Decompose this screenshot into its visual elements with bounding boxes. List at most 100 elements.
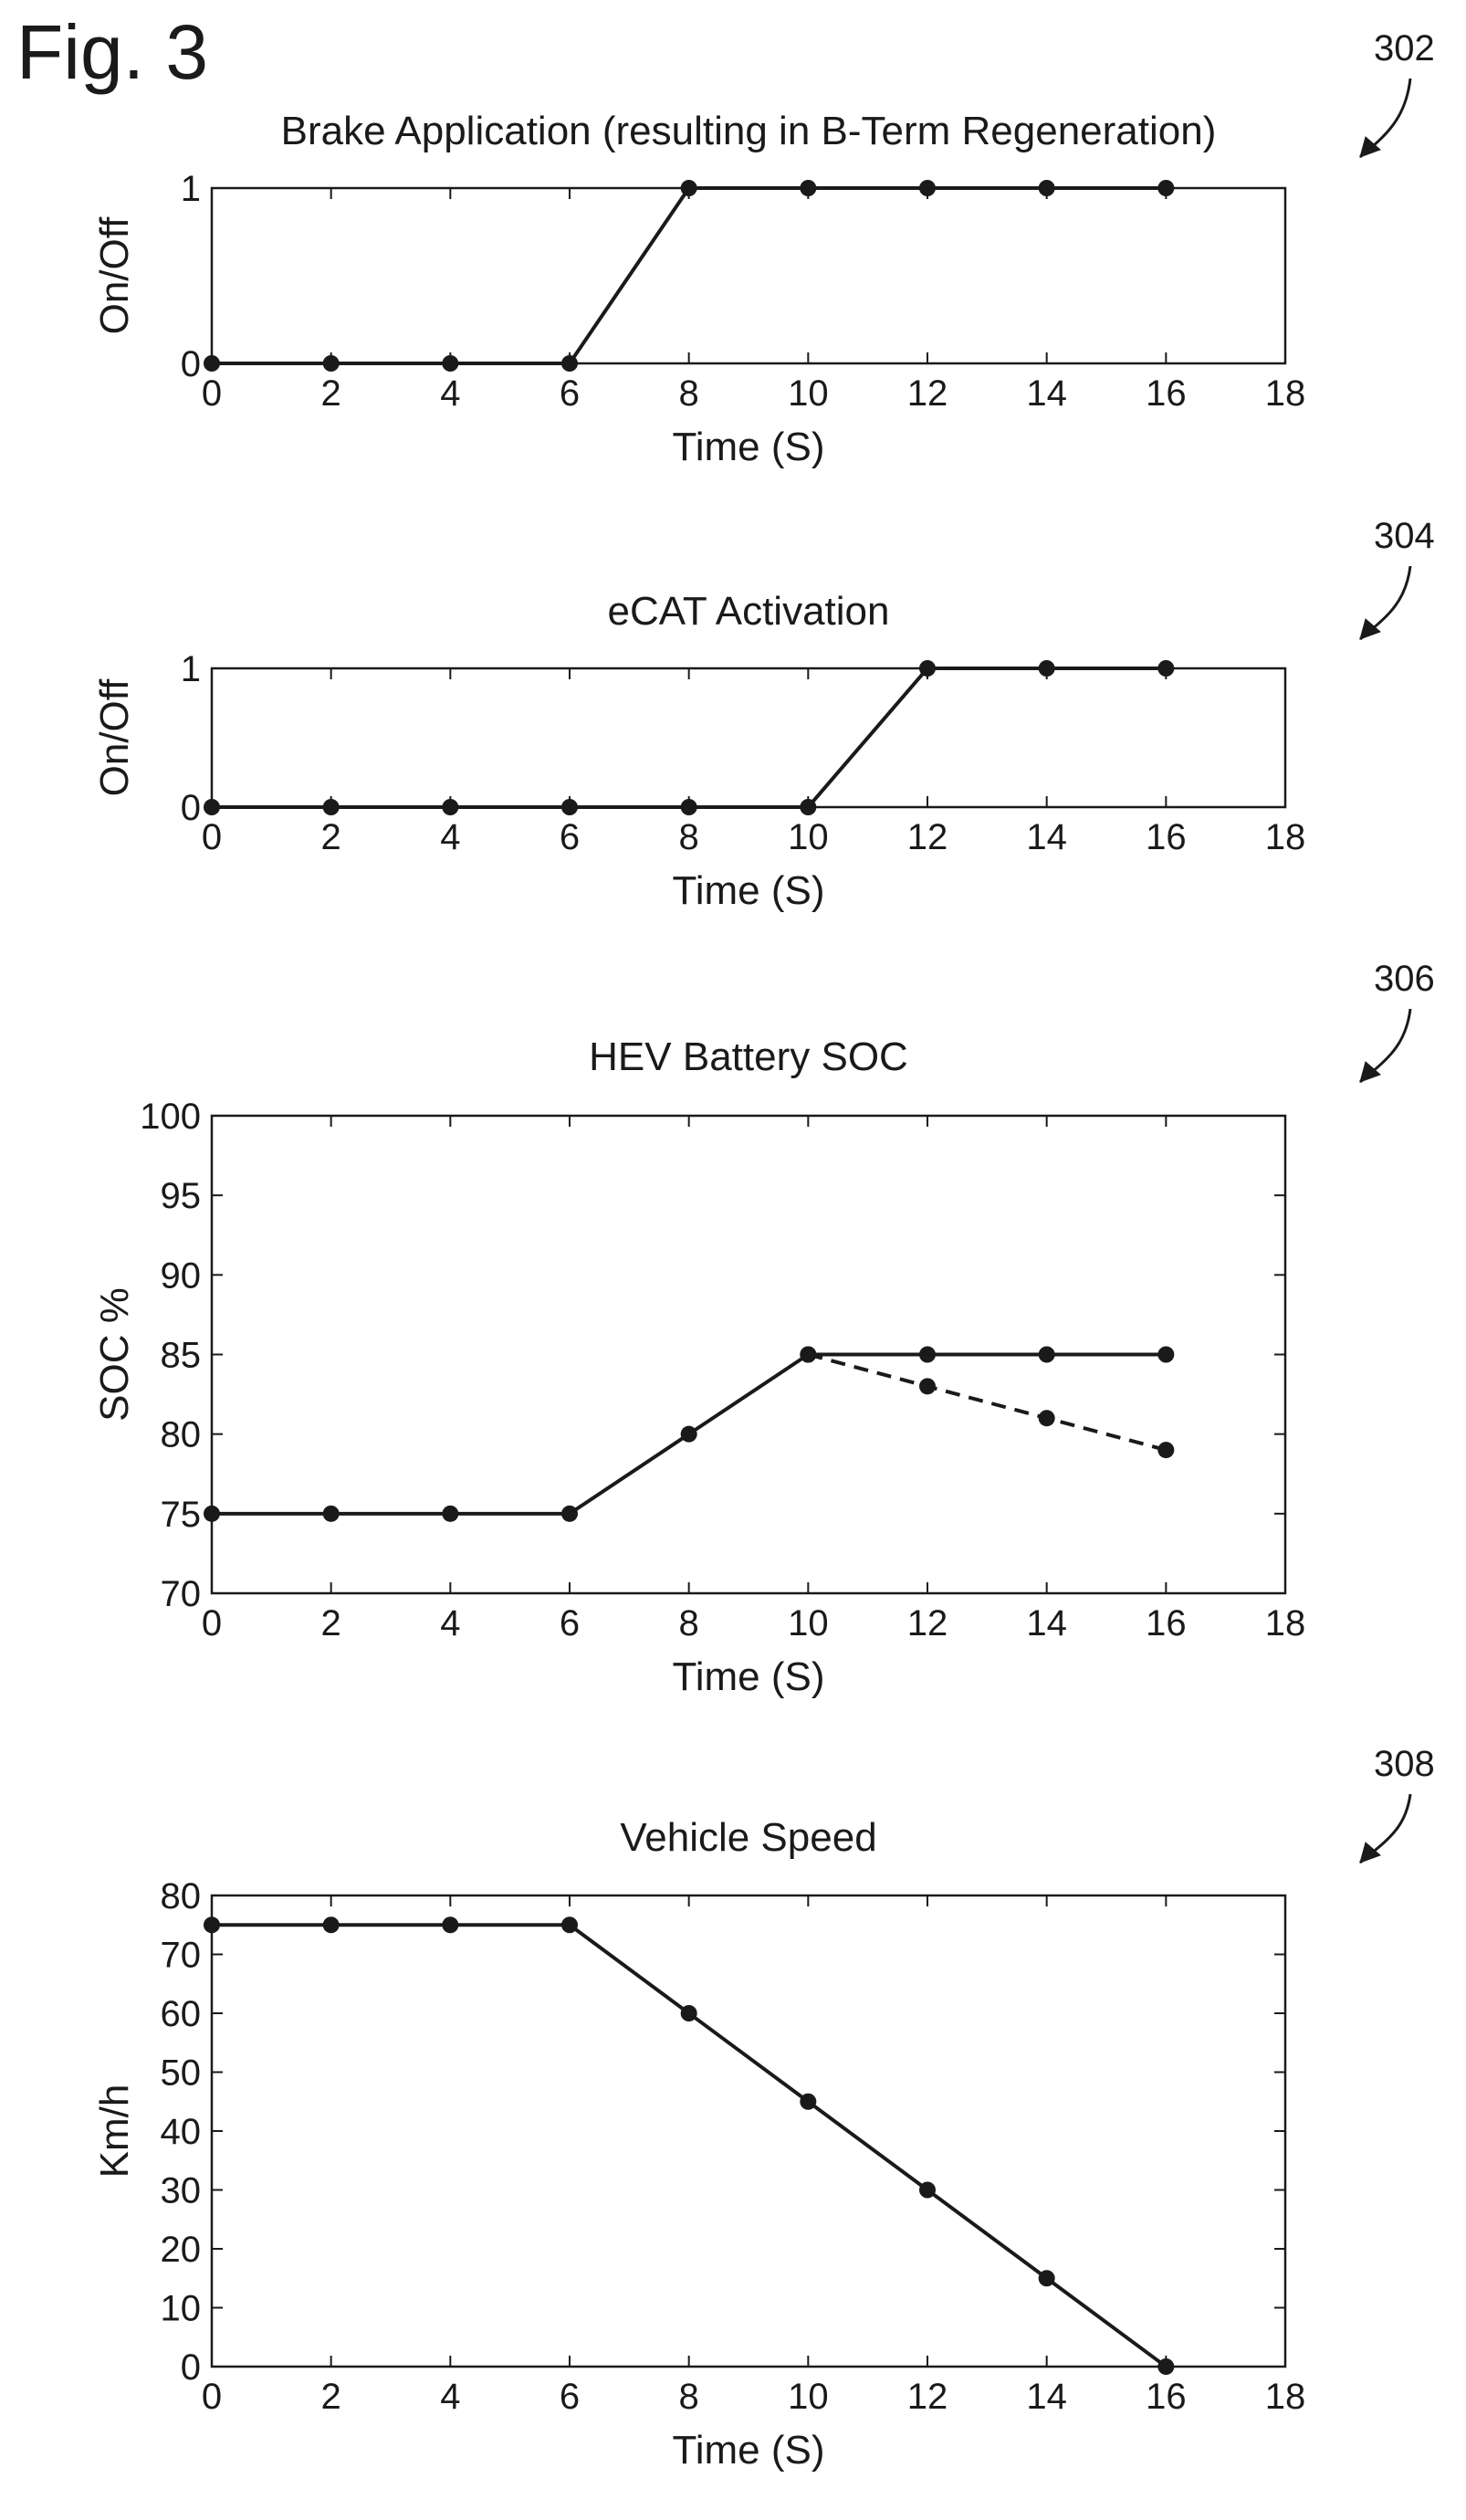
data-point — [204, 799, 220, 815]
x-tick-label: 12 — [907, 817, 948, 857]
reference-numeral: 308 — [1374, 1744, 1435, 1784]
x-tick-label: 16 — [1146, 2377, 1187, 2417]
leader-arrow-head — [1359, 618, 1381, 640]
y-tick-label: 30 — [161, 2171, 202, 2211]
data-point — [322, 1916, 340, 1934]
x-tick-label: 8 — [679, 2377, 699, 2417]
data-point — [800, 2093, 817, 2110]
data-point — [1157, 1442, 1175, 1459]
data-point — [561, 355, 578, 372]
leader-arrow-head — [1359, 1842, 1381, 1864]
y-axis-label: SOC % — [92, 1287, 137, 1422]
chart-title: eCAT Activation — [608, 589, 890, 634]
x-tick-label: 4 — [440, 373, 460, 414]
x-tick-label: 2 — [321, 817, 341, 857]
x-tick-label: 6 — [560, 1603, 580, 1643]
data-point — [322, 355, 340, 372]
chart-306: 306 HEV Battery SOC 0 2 4 6 8 10 12 14 16 18 70 75 80 8… — [92, 959, 1435, 1699]
data-point — [919, 2181, 936, 2199]
y-tick-label: 10 — [161, 2289, 202, 2329]
x-tick-label: 14 — [1026, 817, 1067, 857]
x-tick-label: 10 — [788, 2377, 829, 2417]
data-point — [1038, 180, 1055, 196]
data-point — [561, 1916, 578, 1934]
data-point — [1038, 1410, 1055, 1427]
x-tick-label: 4 — [440, 2377, 460, 2417]
x-tick-label: 10 — [788, 1603, 829, 1643]
chart-title: HEV Battery SOC — [589, 1034, 908, 1079]
y-tick-label: 70 — [161, 1936, 202, 1976]
data-point — [680, 799, 697, 815]
x-tick-label: 2 — [321, 1603, 341, 1643]
x-tick-label: 0 — [202, 817, 222, 857]
data-point — [561, 1505, 578, 1522]
data-point — [800, 799, 817, 815]
y-tick-label: 0 — [181, 788, 201, 828]
data-point — [1038, 660, 1055, 677]
data-point — [919, 180, 936, 196]
y-axis-label: On/Off — [92, 216, 137, 335]
data-point — [1157, 1346, 1175, 1363]
data-point — [1157, 660, 1175, 677]
x-tick-label: 12 — [907, 1603, 948, 1643]
data-point — [800, 1346, 817, 1363]
x-tick-label: 8 — [679, 817, 699, 857]
y-tick-label: 40 — [161, 2112, 202, 2152]
x-tick-label: 8 — [679, 1603, 699, 1643]
data-point — [442, 799, 459, 815]
x-axis-label: Time (S) — [672, 868, 824, 913]
data-point — [204, 355, 220, 372]
x-tick-label: 6 — [560, 2377, 580, 2417]
reference-numeral: 302 — [1374, 28, 1435, 68]
chart-304: 304 eCAT Activation 0 2 4 6 8 10 12 14 16 18 0 1 Time … — [92, 516, 1435, 913]
series-line-solid — [212, 1923, 1168, 2368]
leader-arrow-head — [1359, 1061, 1381, 1083]
data-point — [561, 799, 578, 815]
figure-label: Fig. 3 — [16, 9, 208, 95]
x-tick-label: 18 — [1265, 373, 1306, 414]
series-line-dashed — [807, 1352, 1167, 1453]
y-tick-label: 80 — [161, 1415, 202, 1455]
x-tick-label: 2 — [321, 2377, 341, 2417]
data-point — [322, 799, 340, 815]
data-point — [204, 1916, 220, 1934]
y-tick-label: 0 — [181, 2347, 201, 2388]
data-point — [919, 660, 936, 677]
x-tick-label: 6 — [560, 373, 580, 414]
chart-title: Vehicle Speed — [620, 1815, 876, 1860]
x-tick-label: 10 — [788, 373, 829, 414]
data-point — [800, 180, 817, 196]
x-tick-label: 6 — [560, 817, 580, 857]
x-tick-label: 4 — [440, 1603, 460, 1643]
x-tick-label: 4 — [440, 817, 460, 857]
reference-numeral: 306 — [1374, 959, 1435, 999]
data-point — [680, 180, 697, 196]
reference-numeral: 304 — [1374, 516, 1435, 556]
x-axis-label: Time (S) — [672, 2428, 824, 2473]
x-tick-label: 0 — [202, 1603, 222, 1643]
y-tick-label: 95 — [161, 1176, 202, 1216]
data-point — [1038, 1346, 1055, 1363]
y-axis-label: Km/h — [92, 2084, 137, 2179]
y-tick-label: 60 — [161, 1994, 202, 2034]
x-tick-label: 14 — [1026, 373, 1067, 414]
data-point — [919, 1346, 936, 1363]
x-tick-label: 18 — [1265, 817, 1306, 857]
plot-frame — [210, 186, 1287, 365]
chart-302: 302 Brake Application (resulting in B-Ter… — [92, 28, 1435, 469]
x-tick-label: 8 — [679, 373, 699, 414]
x-tick-label: 0 — [202, 2377, 222, 2417]
data-point — [442, 355, 459, 372]
x-tick-label: 12 — [907, 373, 948, 414]
x-tick-label: 12 — [907, 2377, 948, 2417]
y-axis-label: On/Off — [92, 678, 137, 797]
data-point — [1038, 2270, 1055, 2287]
y-tick-label: 100 — [140, 1097, 201, 1137]
y-tick-label: 1 — [181, 169, 201, 209]
data-point — [442, 1505, 459, 1522]
y-tick-label: 20 — [161, 2230, 202, 2270]
x-tick-label: 0 — [202, 373, 222, 414]
data-point — [1157, 180, 1175, 196]
